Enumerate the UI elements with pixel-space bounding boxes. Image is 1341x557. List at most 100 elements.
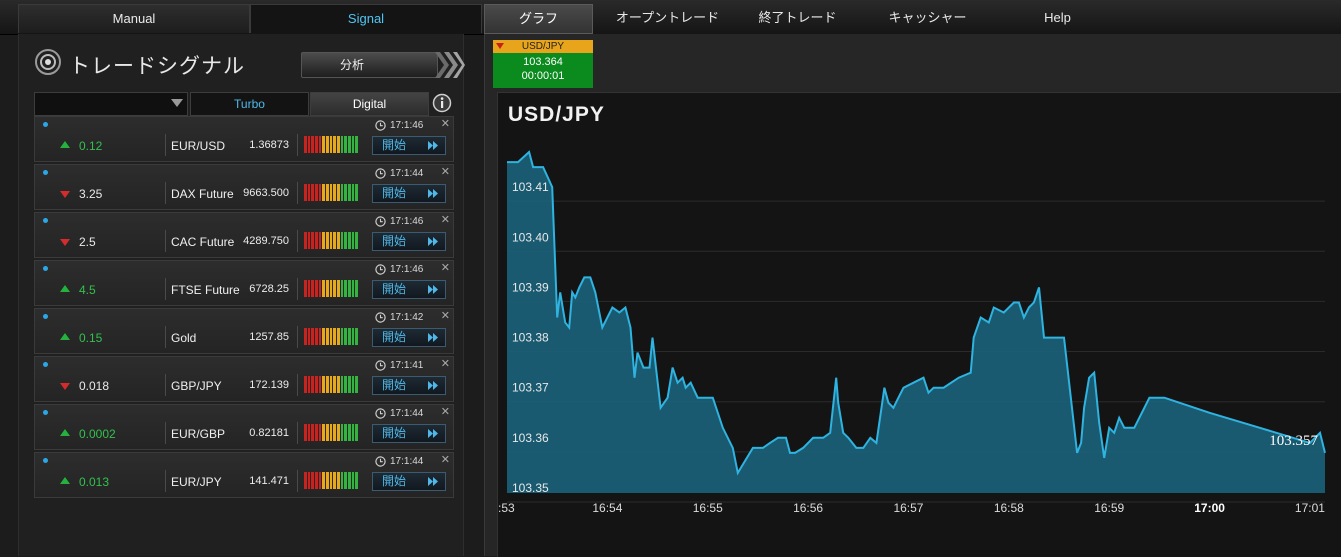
asset-tab-label: USD/JPY	[521, 41, 565, 52]
x-tick-label: 16:58	[994, 501, 1024, 515]
close-icon[interactable]: ✕	[440, 262, 450, 274]
signal-row: 17:1:44 ✕ 0.0002 EUR/GBP 0.82181 開始	[34, 404, 454, 450]
start-button[interactable]: 開始	[372, 280, 446, 299]
signal-strength-bar	[337, 472, 340, 489]
status-dot	[43, 314, 48, 319]
close-icon[interactable]: ✕	[440, 310, 450, 322]
signal-change: 0.018	[79, 379, 110, 393]
start-button[interactable]: 開始	[372, 184, 446, 203]
signal-strength-bar	[344, 472, 348, 489]
signal-strength-bar	[351, 232, 355, 249]
signal-strength-bar	[348, 136, 351, 153]
asset-filter-dropdown[interactable]	[34, 92, 188, 116]
signal-time: 17:1:46	[390, 264, 424, 275]
asset-tab-usdjpy[interactable]: USD/JPY 103.364 00:00:01	[493, 40, 593, 88]
double-chevron-icon	[428, 141, 438, 150]
signal-price: 172.139	[249, 379, 289, 391]
signal-strength-bar	[307, 184, 311, 201]
close-icon[interactable]: ✕	[440, 166, 450, 178]
y-tick-label: 103.37	[512, 381, 549, 395]
current-price-label: 103.357	[1269, 433, 1318, 449]
signal-strength-bar	[326, 184, 329, 201]
signal-time: 17:1:44	[390, 168, 424, 179]
tab-cashier[interactable]: キャッシャー	[888, 10, 967, 25]
signal-asset: Gold	[171, 331, 197, 345]
signal-strength-bar	[340, 424, 344, 441]
down-arrow-icon	[60, 191, 70, 198]
signal-strength-bar	[326, 376, 329, 393]
start-button-label: 開始	[382, 474, 407, 488]
tab-help[interactable]: Help	[1044, 10, 1071, 25]
signal-strength-bar	[318, 184, 322, 201]
signal-change: 0.15	[79, 331, 103, 345]
signal-strength-bar	[326, 424, 329, 441]
close-icon[interactable]: ✕	[440, 406, 450, 418]
price-chart: 103.41 103.40 103.39 103.38 103.37 103.36 103.…	[498, 150, 1326, 515]
tab-manual[interactable]: Manual	[18, 4, 250, 33]
start-button-label: 開始	[382, 234, 407, 248]
signal-strength-bar	[326, 136, 329, 153]
signal-change: 0.013	[79, 475, 110, 489]
up-arrow-icon	[60, 285, 70, 292]
signal-strength-bar	[322, 376, 326, 393]
divider	[165, 422, 166, 444]
status-dot	[43, 266, 48, 271]
signal-price: 9663.500	[243, 187, 289, 199]
signal-strength-bar	[351, 184, 355, 201]
signal-strength-bar	[351, 472, 355, 489]
close-icon[interactable]: ✕	[440, 214, 450, 226]
analysis-button[interactable]: 分析	[301, 52, 438, 78]
signal-strength-bar	[337, 184, 340, 201]
signal-radar-icon	[35, 49, 61, 75]
start-button[interactable]: 開始	[372, 472, 446, 491]
start-button[interactable]: 開始	[372, 136, 446, 155]
signal-strength-bar	[329, 424, 333, 441]
tab-digital[interactable]: Digital	[310, 92, 429, 116]
signal-strength-bar	[329, 232, 333, 249]
signal-strength-bar	[340, 280, 344, 297]
start-button[interactable]: 開始	[372, 328, 446, 347]
divider	[165, 374, 166, 396]
tab-signal[interactable]: Signal	[250, 4, 482, 33]
double-chevron-icon	[428, 429, 438, 438]
divider	[297, 374, 298, 396]
tab-open-trades[interactable]: オープントレード	[615, 10, 720, 25]
signal-strength-bar	[311, 472, 315, 489]
y-tick-label: 103.35	[512, 481, 549, 495]
close-icon[interactable]: ✕	[440, 454, 450, 466]
asset-tab-header: USD/JPY	[493, 40, 593, 53]
signal-strength-bar	[311, 376, 315, 393]
signal-asset: GBP/JPY	[171, 379, 222, 393]
signal-change: 3.25	[79, 187, 103, 201]
signal-time: 17:1:46	[390, 216, 424, 227]
clock-icon	[375, 408, 386, 419]
signal-strength-bar	[322, 136, 326, 153]
signal-strength-bar	[315, 232, 318, 249]
close-icon[interactable]: ✕	[440, 358, 450, 370]
signal-time: 17:1:41	[390, 360, 424, 371]
close-icon[interactable]: ✕	[440, 118, 450, 130]
signal-strength-bar	[355, 328, 359, 345]
divider	[165, 182, 166, 204]
start-button[interactable]: 開始	[372, 376, 446, 395]
start-button[interactable]: 開始	[372, 232, 446, 251]
tab-graph[interactable]: グラフ	[484, 4, 593, 34]
signal-strength-bar	[307, 472, 311, 489]
status-dot	[43, 410, 48, 415]
signal-strength-bar	[333, 424, 337, 441]
signal-strength-meter	[304, 472, 359, 489]
status-dot	[43, 122, 48, 127]
x-tick-label: 17:01	[1295, 501, 1325, 515]
tab-turbo[interactable]: Turbo	[190, 92, 309, 116]
signal-strength-bar	[333, 184, 337, 201]
start-button[interactable]: 開始	[372, 424, 446, 443]
info-icon[interactable]	[432, 93, 452, 113]
signal-time: 17:1:44	[390, 408, 424, 419]
signal-strength-bar	[337, 376, 340, 393]
status-dot	[43, 170, 48, 175]
signal-strength-bar	[333, 232, 337, 249]
signal-strength-bar	[351, 136, 355, 153]
tab-closed-trades[interactable]: 終了トレード	[758, 10, 837, 25]
signal-strength-bar	[329, 136, 333, 153]
x-tick-label: :53	[498, 501, 515, 515]
